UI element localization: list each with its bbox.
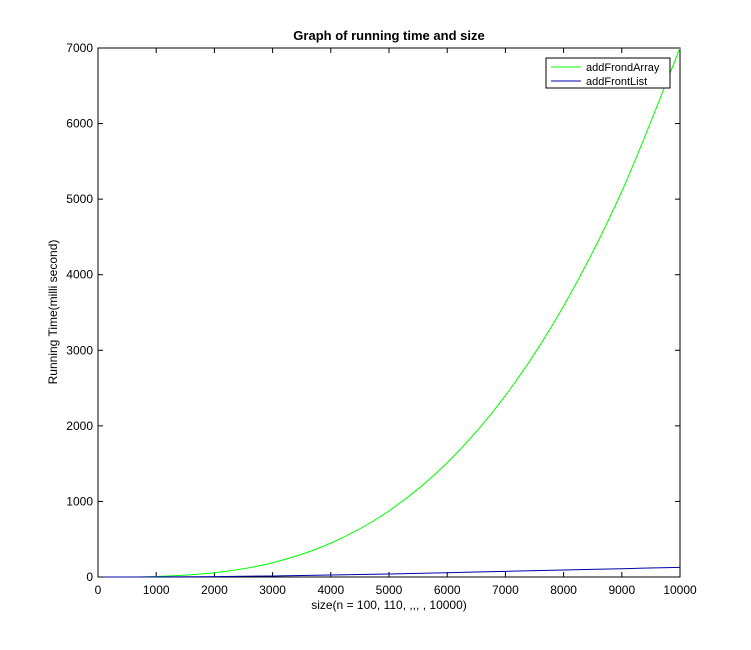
x-tick-label: 5000 <box>376 583 403 597</box>
x-tick-label: 6000 <box>434 583 461 597</box>
series-line-0 <box>103 47 681 578</box>
chart-title: Graph of running time and size <box>293 28 484 43</box>
x-tick-label: 10000 <box>663 583 697 597</box>
x-tick-label: 4000 <box>317 583 344 597</box>
x-axis-label: size(n = 100, 110, ,,, , 10000) <box>311 598 467 612</box>
y-tick-label: 1000 <box>66 494 93 508</box>
legend-label-1: addFrontList <box>586 76 647 88</box>
series-line-1 <box>103 566 681 578</box>
y-tick-label: 4000 <box>66 268 93 282</box>
legend-label-0: addFrondArray <box>586 62 660 74</box>
x-tick-label: 8000 <box>550 583 577 597</box>
y-tick-label: 3000 <box>66 343 93 357</box>
x-tick-label: 9000 <box>608 583 635 597</box>
x-axis-ticks: 0 1000 2000 3000 4000 5000 6000 7000 8000 9000 100… <box>95 48 697 597</box>
y-tick-label: 0 <box>86 570 93 584</box>
x-tick-label: 3000 <box>259 583 286 597</box>
legend: addFrondArray addFrontList <box>545 57 671 89</box>
y-tick-label: 6000 <box>66 117 93 131</box>
y-tick-label: 5000 <box>66 192 93 206</box>
legend-box <box>545 57 671 89</box>
x-tick-label: 1000 <box>143 583 170 597</box>
x-tick-label: 7000 <box>492 583 519 597</box>
x-tick-label: 0 <box>95 583 102 597</box>
y-axis-ticks: 0 1000 2000 3000 4000 5000 6000 7000 <box>66 41 680 584</box>
series-layer <box>103 47 681 578</box>
plot-area <box>97 47 681 578</box>
x-tick-label: 2000 <box>201 583 228 597</box>
y-tick-label: 7000 <box>66 41 93 55</box>
y-tick-label: 2000 <box>66 419 93 433</box>
y-axis-label: Running Time(milli second) <box>46 240 60 385</box>
